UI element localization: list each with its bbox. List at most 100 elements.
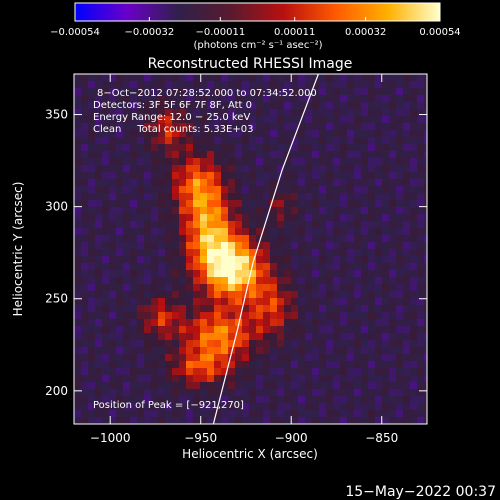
heatmap-cell [214, 354, 222, 362]
heatmap-cell [123, 417, 131, 424]
heatmap-cell [270, 144, 278, 152]
heatmap-cell [312, 109, 320, 117]
heatmap-cell [319, 396, 327, 404]
heatmap-cell [200, 186, 208, 194]
heatmap-cell [340, 375, 348, 383]
heatmap [74, 74, 427, 424]
plot-frame [73, 73, 428, 425]
heatmap-cell [298, 207, 306, 215]
heatmap-cell [403, 88, 411, 96]
heatmap-cell [200, 249, 208, 257]
heatmap-cell [151, 256, 159, 264]
heatmap-cell [228, 228, 236, 236]
heatmap-cell [165, 88, 173, 96]
heatmap-cell [179, 200, 187, 208]
heatmap-cell [158, 326, 166, 334]
heatmap-cell [291, 291, 299, 299]
heatmap-cell [179, 102, 187, 110]
heatmap-cell [137, 207, 145, 215]
heatmap-cell [298, 291, 306, 299]
heatmap-cell [165, 172, 173, 180]
heatmap-cell [305, 312, 313, 320]
heatmap-cell [207, 417, 215, 424]
heatmap-cell [207, 396, 215, 404]
heatmap-cell [151, 109, 159, 117]
heatmap-cell [130, 158, 138, 166]
heatmap-cell [354, 165, 362, 173]
heatmap-cell [102, 284, 110, 292]
heatmap-cell [137, 284, 145, 292]
heatmap-cell [242, 403, 250, 411]
heatmap-cell [312, 137, 320, 145]
heatmap-cell [361, 200, 369, 208]
heatmap-cell [410, 235, 418, 243]
heatmap-cell [109, 123, 117, 131]
heatmap-cell [417, 242, 425, 250]
heatmap-cell [410, 200, 418, 208]
heatmap-cell [298, 179, 306, 187]
heatmap-cell [116, 158, 124, 166]
heatmap-cell [165, 375, 173, 383]
heatmap-cell [130, 186, 138, 194]
heatmap-cell [81, 228, 89, 236]
heatmap-cell [396, 165, 404, 173]
heatmap-cell [417, 235, 425, 243]
heatmap-cell [319, 340, 327, 348]
heatmap-cell [347, 249, 355, 257]
heatmap-cell [137, 88, 145, 96]
heatmap-cell [193, 109, 201, 117]
heatmap-cell [137, 130, 145, 138]
heatmap-cell [123, 207, 131, 215]
heatmap-cell [263, 347, 271, 355]
heatmap-cell [424, 333, 427, 341]
heatmap-cell [74, 354, 82, 362]
heatmap-cell [284, 81, 292, 89]
heatmap-cell [298, 410, 306, 418]
annotation-time-range: 8−Oct−2012 07:28:52.000 to 07:34:52.000 [97, 88, 317, 99]
heatmap-cell [228, 158, 236, 166]
heatmap-cell [221, 116, 229, 124]
heatmap-cell [81, 193, 89, 201]
heatmap-cell [333, 109, 341, 117]
heatmap-cell [333, 256, 341, 264]
heatmap-cell [249, 95, 257, 103]
heatmap-cell [207, 116, 215, 124]
heatmap-cell [291, 375, 299, 383]
heatmap-cell [424, 172, 427, 180]
heatmap-cell [158, 249, 166, 257]
heatmap-cell [81, 116, 89, 124]
heatmap-cell [151, 298, 159, 306]
heatmap-cell [172, 382, 180, 390]
heatmap-cell [200, 396, 208, 404]
heatmap-cell [403, 410, 411, 418]
heatmap-cell [291, 347, 299, 355]
heatmap-cell [326, 186, 334, 194]
heatmap-cell [298, 158, 306, 166]
heatmap-cell [305, 165, 313, 173]
colorbar-tick-label: −0.00011 [195, 27, 245, 38]
heatmap-cell [347, 165, 355, 173]
heatmap-cell [256, 102, 264, 110]
heatmap-cell [151, 74, 159, 82]
y-tick-label: 350 [45, 108, 68, 122]
heatmap-cell [256, 396, 264, 404]
heatmap-cell [81, 102, 89, 110]
heatmap-cell [137, 186, 145, 194]
heatmap-cell [354, 256, 362, 264]
heatmap-cell [347, 326, 355, 334]
heatmap-cell [326, 410, 334, 418]
heatmap-cell [81, 298, 89, 306]
heatmap-cell [130, 214, 138, 222]
heatmap-cell [417, 207, 425, 215]
heatmap-cell [403, 249, 411, 257]
heatmap-cell [151, 361, 159, 369]
heatmap-cell [200, 368, 208, 376]
heatmap-cell [291, 235, 299, 243]
heatmap-cell [74, 74, 82, 82]
heatmap-cell [172, 340, 180, 348]
heatmap-cell [235, 242, 243, 250]
heatmap-cell [396, 284, 404, 292]
heatmap-cell [319, 144, 327, 152]
heatmap-cell [221, 249, 229, 257]
heatmap-cell [130, 179, 138, 187]
